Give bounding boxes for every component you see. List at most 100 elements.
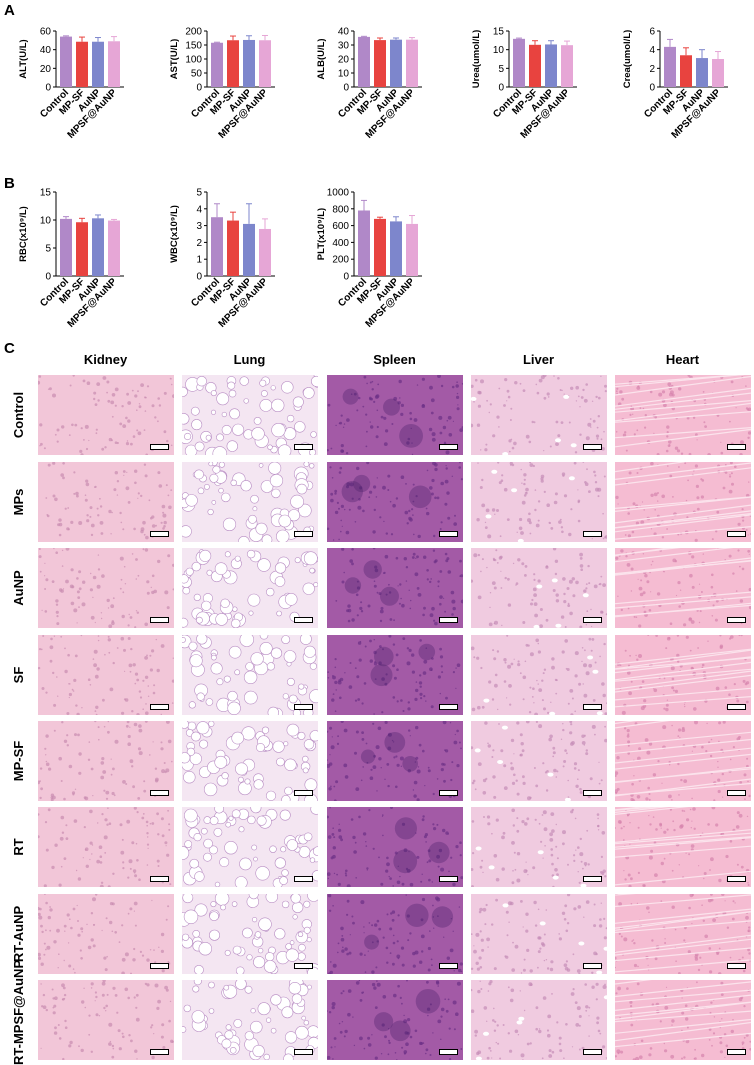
bar-aunp	[390, 221, 402, 276]
y-tick-label: 200	[332, 255, 349, 266]
micrograph-kidney-rt-mpsf-aunp	[38, 980, 174, 1060]
micrograph-heart-sf	[615, 635, 751, 715]
micrograph-spleen-rt-aunp	[327, 894, 463, 974]
y-tick-label: 40	[338, 27, 350, 38]
micrograph-heart-rt-mpsf-aunp	[615, 980, 751, 1060]
tissue-texture	[182, 721, 318, 801]
tissue-texture	[182, 635, 318, 715]
panel-label-c: C	[4, 340, 15, 357]
micrograph-liver-mp-sf	[471, 721, 607, 801]
micrograph-lung-mp-sf	[182, 721, 318, 801]
y-tick-label: 20	[40, 64, 52, 75]
tissue-texture	[615, 894, 751, 974]
micrograph-heart-control	[615, 375, 751, 455]
scale-bar	[150, 963, 169, 969]
bar-mp-sf	[680, 55, 692, 87]
y-tick-label: 600	[332, 221, 349, 232]
tissue-texture	[615, 462, 751, 542]
micrograph-lung-sf	[182, 635, 318, 715]
y-tick-label: 3	[196, 221, 202, 232]
y-tick-label: 400	[332, 238, 349, 249]
scale-bar	[150, 531, 169, 537]
scale-bar	[439, 790, 458, 796]
micrograph-liver-control	[471, 375, 607, 455]
bar-mp-sf	[374, 218, 386, 276]
tissue-texture	[327, 807, 463, 887]
chart-1: 050100150200AST(U/L)ControlMP-SFAuNPMPSF…	[169, 27, 275, 141]
bar-mp-sf	[227, 40, 239, 87]
bar-control	[211, 42, 223, 87]
scale-bar	[439, 531, 458, 537]
tissue-texture	[327, 635, 461, 715]
scale-bar	[294, 444, 313, 450]
column-header-heart: Heart	[665, 352, 700, 367]
panel-label-b: B	[4, 175, 15, 192]
scale-bar	[727, 1049, 746, 1055]
y-tick-label: 20	[338, 55, 350, 66]
bar-control	[60, 36, 72, 87]
micrograph-spleen-mp-sf	[327, 721, 463, 801]
y-tick-label: 10	[493, 45, 505, 56]
bar-mpsf-aunp	[108, 220, 120, 276]
scale-bar	[150, 704, 169, 710]
y-tick-label: 15	[493, 27, 505, 38]
scale-bar	[583, 790, 602, 796]
scale-bar	[294, 876, 313, 882]
scale-bar	[727, 531, 746, 537]
tissue-texture	[45, 462, 173, 540]
bar-mpsf-aunp	[259, 228, 271, 276]
scale-bar	[727, 617, 746, 623]
scale-bar	[583, 1049, 602, 1055]
micrograph-spleen-aunp	[327, 548, 463, 628]
row-label-sf: SF	[11, 666, 26, 684]
tissue-texture	[38, 721, 173, 801]
micrograph-spleen-rt-mpsf-aunp	[327, 980, 463, 1060]
y-tick-label: 4	[196, 204, 202, 215]
tissue-texture	[38, 375, 174, 455]
micrograph-liver-sf	[471, 635, 607, 715]
micrograph-heart-rt-aunp	[615, 894, 751, 974]
y-tick-label: 50	[191, 69, 203, 80]
y-axis-label: ALT(U/L)	[18, 39, 29, 78]
chart-7: 02004006008001000PLT(x10⁹/L)ControlMP-SF…	[316, 188, 422, 330]
row-label-mps: MPs	[11, 488, 26, 516]
y-axis-label: PLT(x10⁹/L)	[316, 208, 327, 260]
scale-bar	[439, 617, 458, 623]
y-tick-label: 0	[649, 83, 655, 94]
y-tick-label: 1000	[327, 188, 350, 199]
y-tick-label: 5	[498, 64, 504, 75]
column-header-lung: Lung	[233, 352, 266, 367]
scale-bar	[150, 876, 169, 882]
tissue-texture	[182, 894, 318, 974]
y-tick-label: 0	[196, 83, 202, 94]
y-tick-label: 0	[45, 83, 51, 94]
bar-aunp	[696, 58, 708, 87]
tissue-texture	[476, 462, 607, 542]
chart-5: 051015RBC(x10⁹/L)ControlMP-SFAuNPMPSF@Au…	[18, 188, 124, 330]
tissue-texture	[471, 375, 607, 455]
y-tick-label: 4	[649, 45, 655, 56]
bar-mpsf-aunp	[108, 41, 120, 87]
bar-control	[60, 218, 72, 276]
y-tick-label: 100	[185, 55, 202, 66]
micrograph-heart-rt	[615, 807, 751, 887]
scale-bar	[439, 444, 458, 450]
tissue-texture	[38, 894, 171, 974]
tissue-texture	[182, 462, 315, 542]
scale-bar	[294, 963, 313, 969]
micrograph-kidney-sf	[38, 635, 174, 715]
micrograph-liver-rt	[471, 807, 607, 887]
micrograph-kidney-mp-sf	[38, 721, 174, 801]
y-tick-label: 6	[649, 27, 655, 38]
tissue-texture	[182, 549, 318, 628]
micrograph-heart-mps	[615, 462, 751, 542]
scale-bar	[439, 704, 458, 710]
micrograph-lung-control	[182, 375, 318, 455]
bar-mpsf-aunp	[259, 40, 271, 87]
y-tick-label: 0	[45, 272, 51, 283]
column-header-kidney: Kidney	[83, 352, 128, 367]
row-label-rt: RT	[11, 838, 26, 856]
y-tick-label: 0	[498, 83, 504, 94]
scale-bar	[294, 617, 313, 623]
micrograph-heart-mp-sf	[615, 721, 751, 801]
